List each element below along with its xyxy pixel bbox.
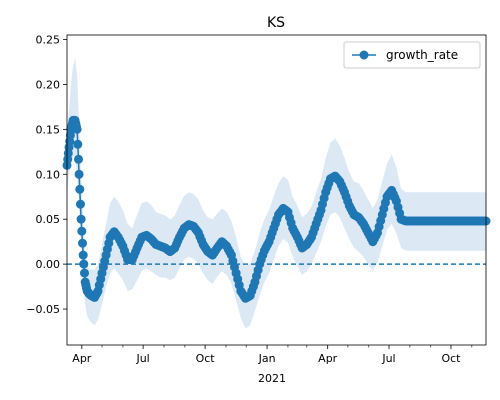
- x-axis: Apr Jul Oct Jan Apr Jul Oct: [72, 345, 473, 365]
- chart-title: KS: [267, 15, 285, 31]
- growth-rate-point: [78, 250, 88, 260]
- growth-rate-point: [72, 124, 82, 134]
- confidence-band: [67, 57, 486, 329]
- legend: growth_rate: [343, 41, 481, 69]
- growth-rate-point: [76, 199, 85, 209]
- plot-area: [62, 57, 491, 329]
- x-tick-label: Apr: [72, 352, 92, 365]
- x-tick-label: Jan: [258, 352, 276, 365]
- growth-rate-point: [78, 238, 87, 248]
- growth-rate-point: [74, 154, 83, 164]
- growth-rate-markers: [62, 115, 491, 303]
- plot-frame: [66, 34, 487, 346]
- y-tick-label: 0.15: [36, 123, 61, 136]
- growth-rate-point: [80, 268, 89, 278]
- growth-rate-point: [79, 259, 89, 269]
- legend-label: growth_rate: [386, 48, 458, 62]
- y-axis: −0.05 0.00 0.05 0.10 0.15 0.20 0.25: [26, 33, 67, 316]
- x-tick-label: Oct: [441, 352, 461, 365]
- y-tick-label: 0.10: [36, 168, 61, 181]
- x-tick-label: Apr: [318, 352, 338, 365]
- y-tick-label: 0.20: [36, 78, 61, 91]
- growth-rate-point: [76, 214, 86, 224]
- growth-rate-point: [75, 184, 85, 194]
- y-tick-label: 0.00: [36, 258, 61, 271]
- y-tick-label: 0.25: [36, 33, 61, 46]
- growth-rate-point: [73, 139, 83, 149]
- x-year-label: 2021: [258, 372, 286, 385]
- legend-box: [343, 41, 481, 69]
- y-tick-label: 0.05: [36, 213, 61, 226]
- y-tick-label: −0.05: [26, 303, 60, 316]
- growth-rate-point: [77, 226, 87, 236]
- legend-marker: [359, 50, 369, 60]
- growth-rate-point: [74, 169, 84, 179]
- x-tick-label: Oct: [196, 352, 216, 365]
- x-tick-label: Jul: [381, 352, 395, 365]
- x-tick-label: Jul: [135, 352, 149, 365]
